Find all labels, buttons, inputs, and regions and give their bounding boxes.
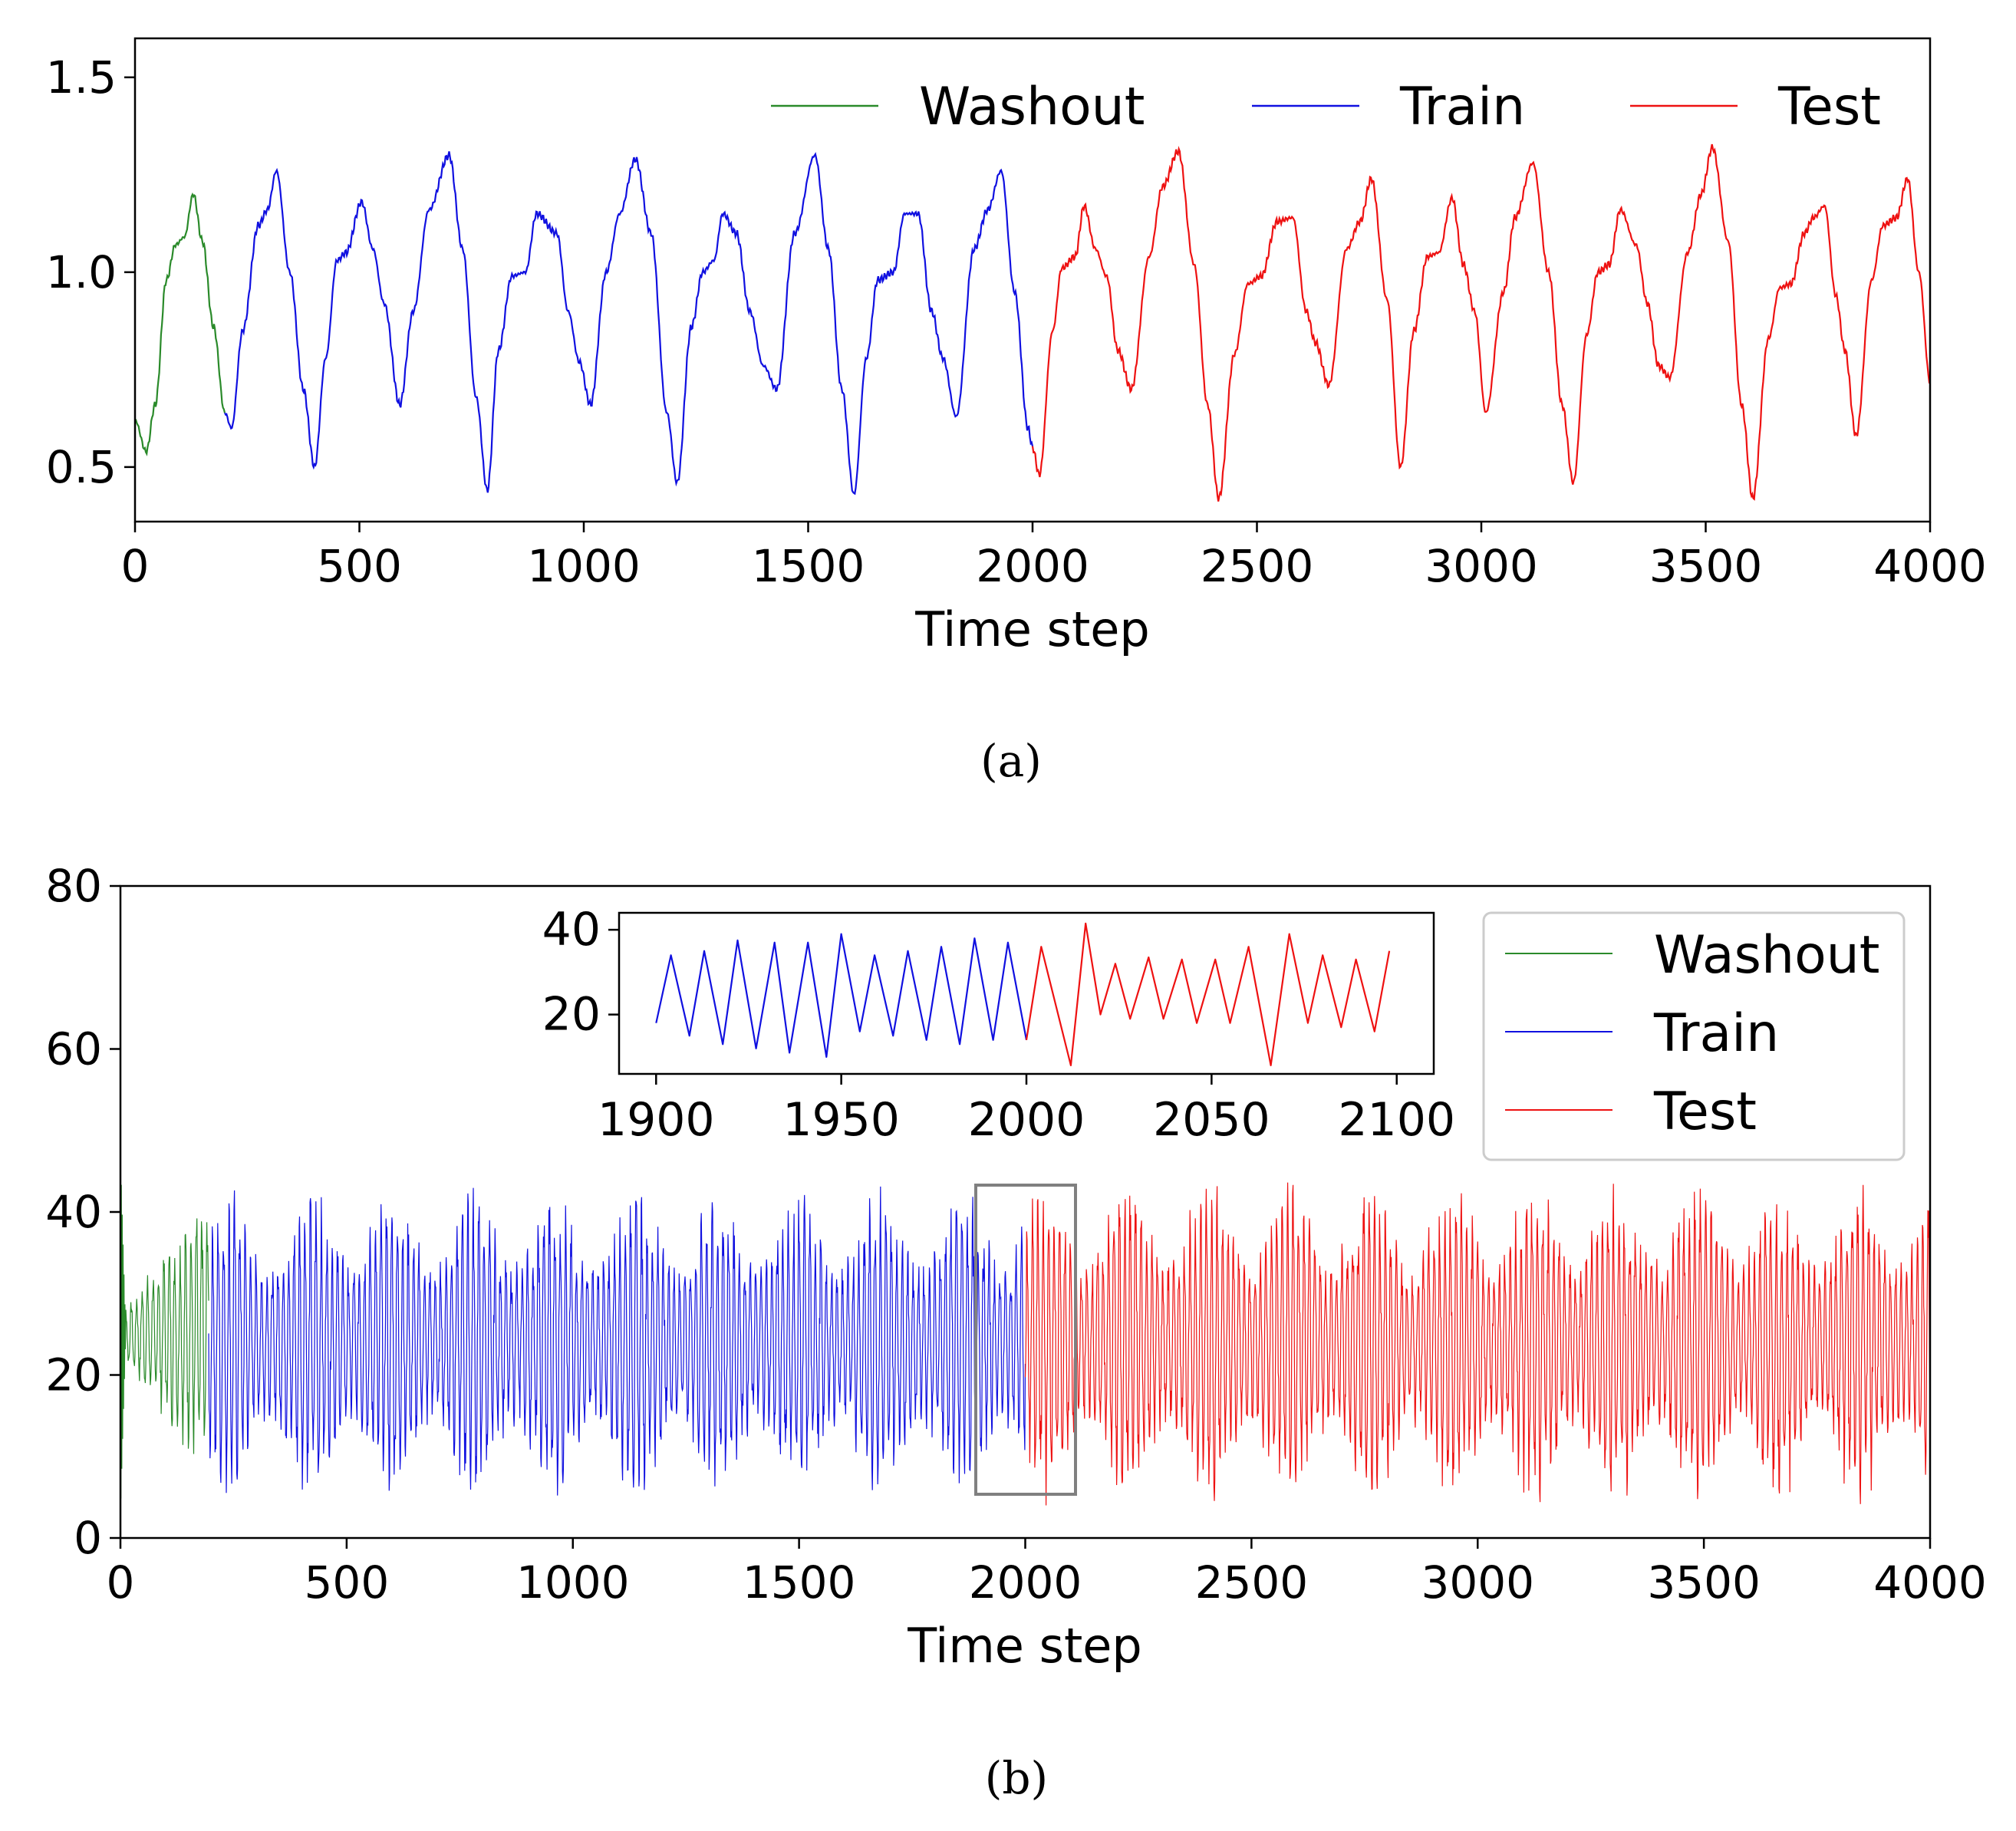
chart-a-series-lines [134, 143, 1931, 502]
legend-a-test-label: Test [1777, 77, 1881, 137]
a-xtick-label-2000: 2000 [976, 540, 1089, 592]
chart-a-line-test [1031, 143, 1931, 502]
b-ytick-label-80: 80 [45, 860, 102, 912]
b-xtick-label-4000: 4000 [1873, 1556, 1987, 1609]
chart-b-line-train [208, 1186, 1026, 1496]
a-xtick-label-3500: 3500 [1649, 540, 1763, 592]
a-xtick-label-1500: 1500 [752, 540, 865, 592]
chart-b-legend: Washout Train Test [1482, 911, 1906, 1161]
caption-a: (a) [980, 735, 1042, 787]
inset-series-lines [655, 922, 1391, 1066]
legend-b-washout-label: Washout [1654, 925, 1879, 986]
chart-a-line-train [224, 151, 1034, 496]
inset-x-ticks: 1900 1950 2000 2050 2100 [598, 1074, 1455, 1147]
b-xtick-label-3000: 3000 [1421, 1556, 1534, 1609]
b-xtick-label-1000: 1000 [516, 1556, 630, 1609]
b-xtick-label-0: 0 [107, 1556, 135, 1609]
inset-ytick-label-40: 40 [542, 903, 601, 957]
legend-b-train-label: Train [1653, 1003, 1779, 1064]
b-ytick-label-60: 60 [45, 1023, 102, 1075]
chart-b: 0 500 1000 1500 2000 2500 3000 3500 4000 0204060… [45, 860, 1987, 1804]
chart-a-xlabel: Time step [914, 601, 1150, 657]
legend-a-train-label: Train [1399, 77, 1525, 137]
a-xtick-label-4000: 4000 [1873, 540, 1987, 592]
inset-xtick-label-2050: 2050 [1153, 1093, 1270, 1147]
b-xtick-label-3500: 3500 [1647, 1556, 1761, 1609]
chart-b-line-test [1024, 1182, 1931, 1506]
inset-line-test [1025, 922, 1391, 1066]
chart-a: 0 500 1000 1500 2000 2500 3000 3500 4000 0.5 1.0 1… [46, 37, 1987, 787]
b-ytick-label-0: 0 [74, 1512, 102, 1564]
chart-b-line-washout [120, 1179, 209, 1499]
caption-b: (b) [985, 1752, 1048, 1804]
a-xtick-label-3000: 3000 [1425, 540, 1538, 592]
chart-b-y-ticks: 0 20 40 60 80 [45, 860, 120, 1564]
chart-a-line-washout [134, 192, 226, 456]
chart-a-y-ticks: 0.5 1.0 1.5 [46, 51, 135, 493]
b-ytick-label-40: 40 [45, 1186, 102, 1238]
chart-a-x-ticks: 0 500 1000 1500 2000 2500 3000 3500 4000 [121, 522, 1987, 592]
a-ytick-label-0.5: 0.5 [46, 441, 117, 493]
chart-a-legend: Washout Train Test [771, 77, 1881, 137]
a-ytick-label-1.0: 1.0 [46, 246, 117, 298]
chart-b-zoom-box [974, 1184, 1077, 1496]
inset-xtick-label-2100: 2100 [1338, 1093, 1455, 1147]
inset-xtick-label-1900: 1900 [598, 1093, 715, 1147]
inset-xtick-label-2000: 2000 [968, 1093, 1085, 1147]
a-xtick-label-2500: 2500 [1201, 540, 1314, 592]
b-ytick-label-20: 20 [45, 1349, 102, 1401]
a-xtick-label-0: 0 [121, 540, 150, 592]
inset-xtick-label-1950: 1950 [782, 1093, 900, 1147]
b-xtick-label-1500: 1500 [743, 1556, 856, 1609]
legend-b-test-label: Test [1653, 1082, 1757, 1142]
b-xtick-label-2500: 2500 [1195, 1556, 1309, 1609]
b-xtick-label-500: 500 [305, 1556, 390, 1609]
legend-a-washout-label: Washout [919, 77, 1145, 137]
inset-ytick-label-20: 20 [542, 988, 601, 1042]
chart-b-x-ticks: 0 500 1000 1500 2000 2500 3000 3500 4000 [107, 1538, 1987, 1609]
inset-line-train [655, 933, 1028, 1058]
a-xtick-label-500: 500 [317, 540, 402, 592]
chart-b-series-lines [120, 1179, 1931, 1506]
a-xtick-label-1000: 1000 [527, 540, 641, 592]
a-ytick-label-1.5: 1.5 [46, 51, 117, 104]
chart-b-legend-box [1482, 911, 1906, 1161]
chart-b-xlabel: Time step [907, 1618, 1142, 1674]
b-xtick-label-2000: 2000 [969, 1556, 1082, 1609]
